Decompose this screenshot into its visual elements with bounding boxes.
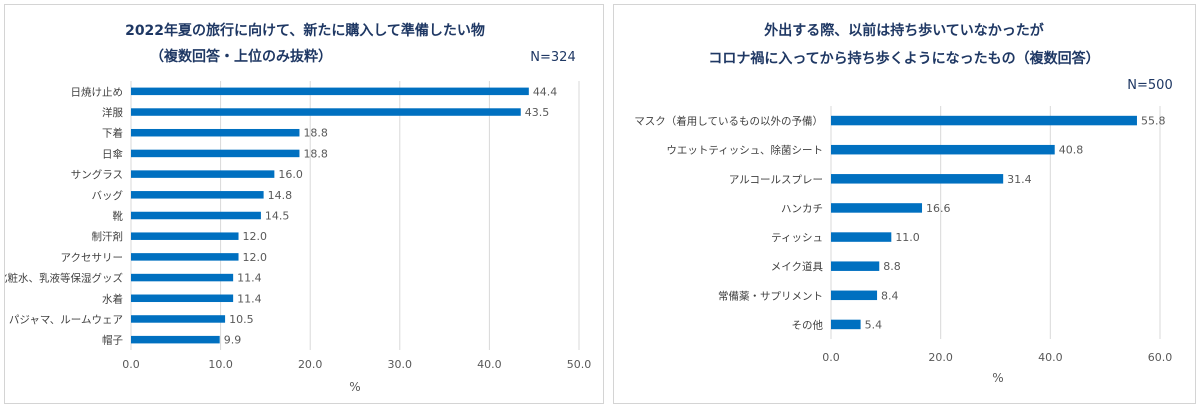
data-label: 14.8: [268, 189, 293, 202]
category-label: マスク（着用しているもの以外の予備）: [634, 115, 823, 128]
chart-subtitle: （複数回答・上位のみ抜粋）: [150, 48, 332, 65]
data-label: 16.0: [278, 168, 303, 181]
category-label: その他: [792, 318, 824, 331]
category-label: バッグ: [92, 189, 124, 202]
data-label: 8.8: [883, 260, 901, 273]
x-tick-label: 20.0: [928, 351, 953, 364]
x-tick-label: 10.0: [208, 358, 233, 371]
chart-subtitle: コロナ禍に入ってから持ち歩くようになったもの（複数回答）: [708, 50, 1099, 67]
bar: [131, 170, 275, 178]
category-label: 制汗剤: [92, 230, 124, 243]
bar: [831, 261, 880, 271]
bar: [831, 174, 1004, 184]
data-label: 40.8: [1059, 144, 1084, 157]
category-label: 帽子: [102, 334, 123, 347]
category-label: 化粧水、乳液等保湿グッズ: [5, 272, 123, 285]
data-label: 44.4: [533, 85, 558, 98]
data-label: 12.0: [243, 230, 268, 243]
chart-title: 2022年夏の旅行に向けて、新たに購入して準備したい物: [125, 22, 485, 39]
x-tick-label: 20.0: [298, 358, 323, 371]
bar: [131, 149, 300, 158]
chart-covid-carry-items: 外出する際、以前は持ち歩いていなかったが コロナ禍に入ってから持ち歩くようになっ…: [634, 22, 1173, 385]
data-label: 11.0: [895, 231, 920, 244]
x-tick-label: 0.0: [122, 358, 140, 371]
category-label: 洋服: [102, 106, 123, 119]
category-label: パジャマ、ルームウェア: [9, 314, 123, 326]
sample-size-label: N=324: [530, 50, 575, 65]
bar: [131, 315, 226, 323]
x-axis-label: %: [349, 380, 360, 394]
data-label: 10.5: [229, 313, 254, 326]
category-label: 日焼け止め: [71, 86, 124, 98]
bar: [131, 87, 529, 96]
bar: [831, 203, 923, 213]
bar: [131, 335, 220, 344]
x-tick-label: 0.0: [822, 351, 840, 364]
category-label: 常備薬・サプリメント: [718, 289, 823, 302]
bar: [131, 211, 261, 220]
data-label: 16.6: [926, 202, 951, 215]
data-label: 18.8: [303, 147, 328, 160]
category-label: 水着: [102, 292, 123, 305]
category-label: 日傘: [102, 148, 123, 160]
chart-panel-covid-items: 外出する際、以前は持ち歩いていなかったが コロナ禍に入ってから持ち歩くようになっ…: [613, 4, 1196, 404]
bar: [831, 319, 861, 330]
bar: [131, 128, 300, 137]
bar: [831, 115, 1137, 126]
data-label: 43.5: [525, 106, 550, 119]
data-label: 11.4: [237, 272, 261, 285]
x-tick-label: 60.0: [1148, 351, 1173, 364]
x-tick-label: 30.0: [388, 358, 413, 371]
bar: [131, 253, 239, 261]
category-label: アクセサリー: [61, 252, 123, 264]
category-label: 下着: [102, 127, 123, 140]
data-label: 14.5: [265, 210, 290, 223]
data-label: 8.4: [881, 289, 899, 302]
chart-summer-travel-purchases: 2022年夏の旅行に向けて、新たに購入して準備したい物 （複数回答・上位のみ抜粋…: [5, 22, 592, 394]
bar: [831, 232, 892, 242]
x-axis-label: %: [992, 371, 1003, 385]
category-label: アルコールスプレー: [729, 174, 823, 186]
category-label: 靴: [113, 210, 124, 223]
category-label: ウエットティッシュ、除菌シート: [666, 144, 823, 157]
data-label: 31.4: [1007, 173, 1032, 186]
data-label: 55.8: [1141, 115, 1166, 128]
bar: [131, 191, 264, 199]
chart-title: 外出する際、以前は持ち歩いていなかったが: [764, 22, 1045, 39]
data-label: 12.0: [243, 251, 268, 264]
data-label: 11.4: [237, 292, 261, 305]
bar: [831, 290, 878, 301]
sample-size-label: N=500: [1127, 78, 1172, 93]
x-tick-label: 40.0: [477, 358, 502, 371]
chart-panel-summer-travel: 2022年夏の旅行に向けて、新たに購入して準備したい物 （複数回答・上位のみ抜粋…: [4, 4, 604, 404]
category-label: サングラス: [71, 168, 123, 181]
bar: [131, 232, 239, 240]
data-label: 9.9: [224, 334, 242, 347]
bar: [131, 294, 234, 303]
category-label: メイク道具: [771, 260, 824, 273]
bar: [131, 108, 521, 116]
x-tick-label: 50.0: [567, 358, 592, 371]
category-label: ティッシュ: [771, 232, 823, 244]
x-tick-label: 40.0: [1038, 351, 1063, 364]
bar: [831, 144, 1055, 155]
data-label: 18.8: [303, 127, 328, 140]
data-label: 5.4: [865, 318, 883, 331]
category-label: ハンカチ: [781, 203, 823, 215]
bar: [131, 273, 234, 282]
